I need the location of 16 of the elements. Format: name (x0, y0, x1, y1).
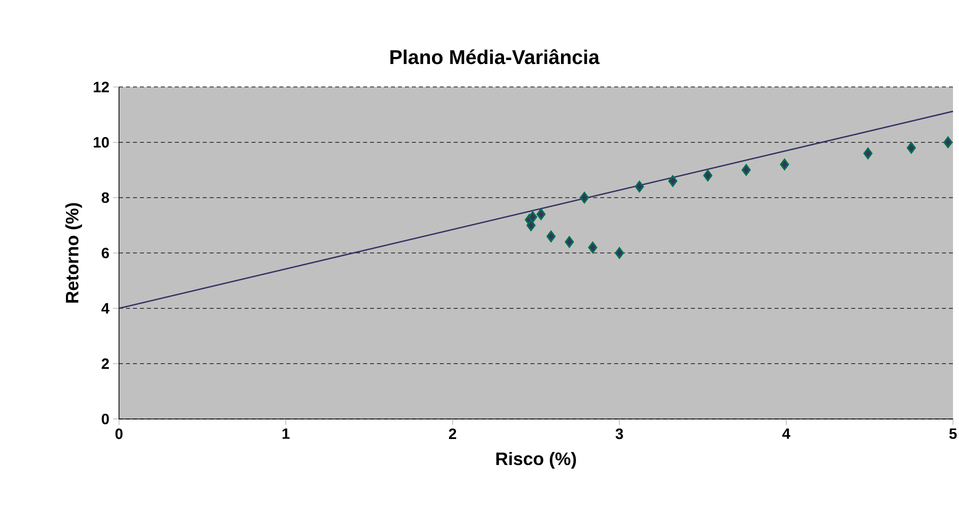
x-axis-title: Risco (%) (496, 452, 576, 469)
y-tick-label: 0 (102, 414, 109, 424)
x-tick-label: 3 (616, 428, 624, 440)
y-tick-label: 12 (94, 82, 109, 92)
x-tick-label: 5 (949, 428, 957, 439)
x-tick-label: 0 (115, 428, 123, 440)
x-tick-label: 1 (282, 428, 290, 439)
y-tick-label: 8 (102, 192, 110, 203)
chart-title: Plano Média-Variância (390, 49, 600, 64)
y-tick-label: 6 (102, 248, 109, 258)
y-axis-title: Retorno (%) (65, 203, 82, 303)
y-tick-label: 4 (101, 303, 110, 314)
x-tick-label: 2 (448, 428, 456, 439)
x-tick-label: 4 (782, 428, 790, 439)
y-tick-label: 10 (94, 137, 109, 148)
y-tick-label: 2 (102, 358, 109, 369)
